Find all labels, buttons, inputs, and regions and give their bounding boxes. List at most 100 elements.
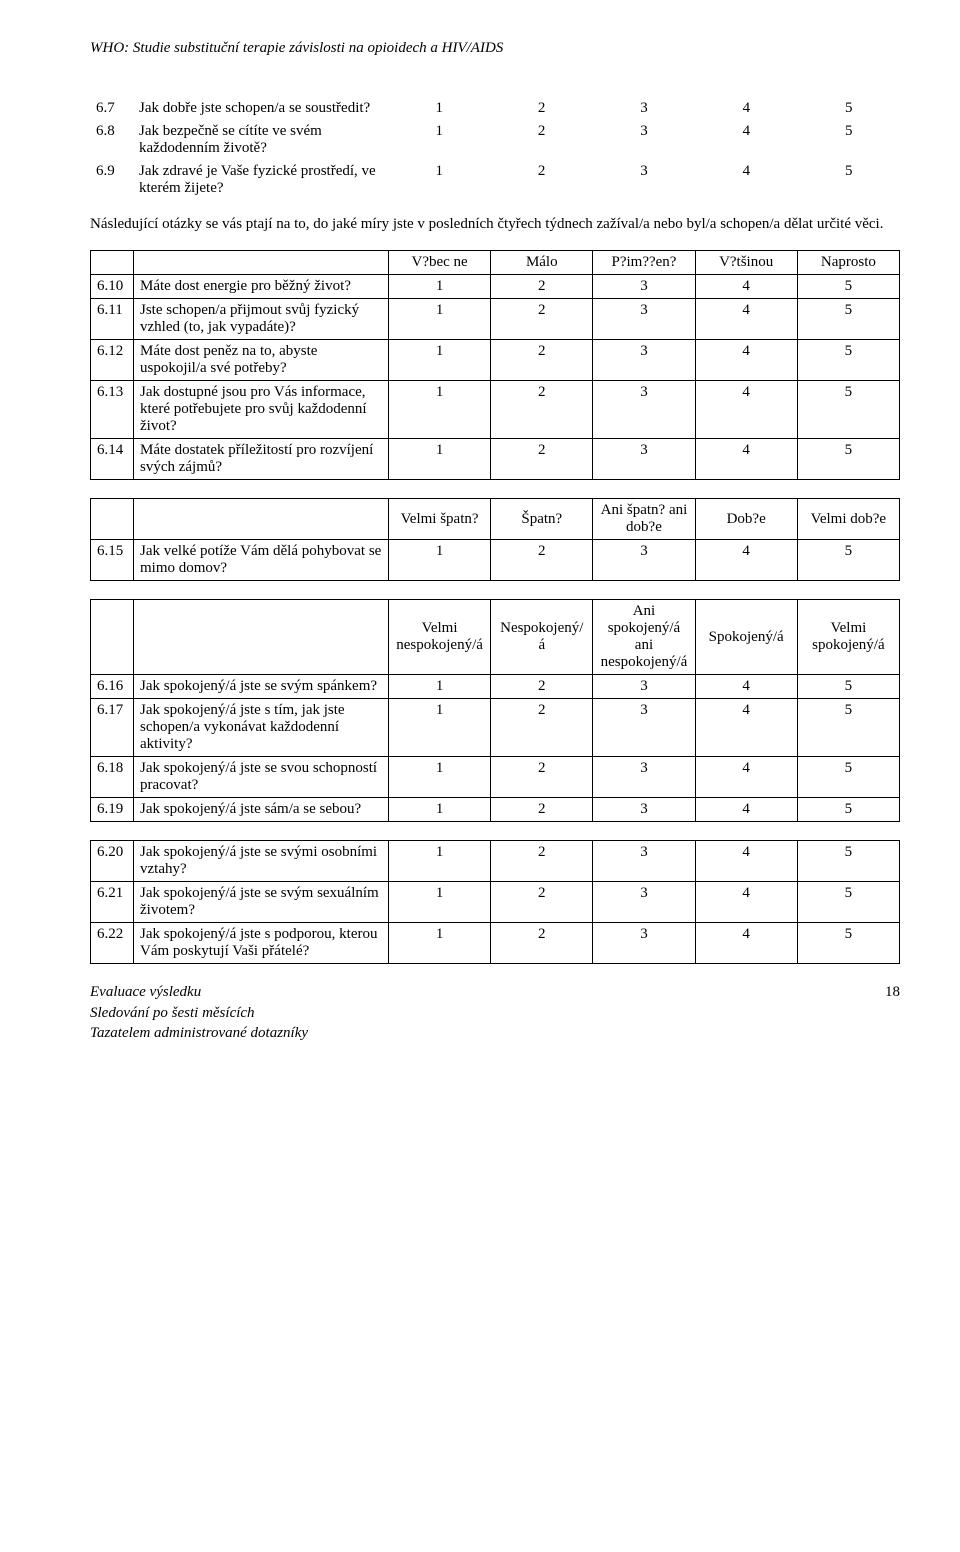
rating-cell: 1	[389, 675, 491, 699]
question-text: Jak spokojený/á jste se svou schopností …	[134, 757, 389, 798]
table-row: 6.11Jste schopen/a přijmout svůj fyzický…	[91, 299, 900, 340]
table-6-20-to-6-22: 6.20Jak spokojený/á jste se svými osobní…	[90, 840, 900, 964]
rating-cell: 3	[593, 540, 695, 581]
rating-cell: 4	[695, 923, 797, 964]
question-number: 6.22	[91, 923, 134, 964]
question-text: Jste schopen/a přijmout svůj fyzický vzh…	[134, 299, 389, 340]
rating-cell: 5	[797, 675, 899, 699]
question-number: 6.16	[91, 675, 134, 699]
question-number: 6.19	[91, 798, 134, 822]
table-row: 6.8Jak bezpečně se cítíte ve svém každod…	[90, 120, 900, 160]
rating-cell: 2	[491, 923, 593, 964]
rating-cell: 1	[389, 699, 491, 757]
question-text: Jak dostupné jsou pro Vás informace, kte…	[134, 381, 389, 439]
rating-cell: 5	[797, 798, 899, 822]
question-text: Máte dost energie pro běžný život?	[134, 275, 389, 299]
rating-cell: 2	[490, 160, 592, 200]
page-number: 18	[885, 982, 900, 1002]
col-header: Málo	[491, 251, 593, 275]
col-header: Velmi špatn?	[389, 499, 491, 540]
rating-cell: 5	[798, 160, 900, 200]
table-row: 6.15Jak velké potíže Vám dělá pohybovat …	[91, 540, 900, 581]
question-text: Jak spokojený/á jste se svým spánkem?	[134, 675, 389, 699]
rating-cell: 2	[491, 439, 593, 480]
col-header: Spokojený/á	[695, 600, 797, 675]
rating-cell: 3	[593, 699, 695, 757]
footer-line: Tazatelem administrované dotazníky	[90, 1025, 308, 1041]
col-header: Naprosto	[797, 251, 899, 275]
table-row: Velmi špatn? Špatn? Ani špatn? ani dob?e…	[91, 499, 900, 540]
rating-cell: 4	[695, 699, 797, 757]
rating-cell: 4	[695, 798, 797, 822]
rating-cell: 2	[491, 381, 593, 439]
table-row: 6.10Máte dost energie pro běžný život?12…	[91, 275, 900, 299]
paragraph-intro: Následující otázky se vás ptají na to, d…	[90, 214, 900, 234]
rating-cell: 1	[389, 340, 491, 381]
rating-cell: 4	[695, 97, 797, 120]
rating-cell: 1	[389, 798, 491, 822]
page-footer: 18 Evaluace výsledku Sledování po šesti …	[90, 982, 900, 1043]
col-header: Ani spokojený/á ani nespokojený/á	[593, 600, 695, 675]
rating-cell: 5	[797, 841, 899, 882]
rating-cell: 5	[797, 540, 899, 581]
question-number: 6.9	[90, 160, 133, 200]
rating-cell: 5	[798, 120, 900, 160]
rating-cell: 3	[593, 381, 695, 439]
question-number: 6.18	[91, 757, 134, 798]
rating-cell: 1	[389, 540, 491, 581]
rating-cell: 1	[389, 882, 491, 923]
rating-cell: 2	[491, 675, 593, 699]
col-header: V?tšinou	[695, 251, 797, 275]
rating-cell: 5	[797, 340, 899, 381]
question-number: 6.17	[91, 699, 134, 757]
rating-cell: 3	[593, 160, 695, 200]
rating-cell: 3	[593, 275, 695, 299]
rating-cell: 2	[490, 97, 592, 120]
rating-cell: 4	[695, 540, 797, 581]
rating-cell: 1	[388, 160, 490, 200]
col-header: Velmi dob?e	[797, 499, 899, 540]
rating-cell: 3	[593, 798, 695, 822]
table-row: 6.19Jak spokojený/á jste sám/a se sebou?…	[91, 798, 900, 822]
col-header: Nespokojený/á	[491, 600, 593, 675]
question-text: Jak zdravé je Vaše fyzické prostředí, ve…	[133, 160, 388, 200]
rating-cell: 2	[491, 540, 593, 581]
rating-cell: 3	[593, 923, 695, 964]
rating-cell: 4	[695, 882, 797, 923]
col-header: P?im??en?	[593, 251, 695, 275]
question-text: Jak spokojený/á jste s podporou, kterou …	[134, 923, 389, 964]
table-row: V?bec ne Málo P?im??en? V?tšinou Naprost…	[91, 251, 900, 275]
col-header: Velmi spokojený/á	[797, 600, 899, 675]
rating-cell: 2	[491, 275, 593, 299]
rating-cell: 4	[695, 299, 797, 340]
question-number: 6.21	[91, 882, 134, 923]
table-6-7-to-6-9: 6.7Jak dobře jste schopen/a se soustředi…	[90, 97, 900, 200]
rating-cell: 4	[695, 675, 797, 699]
rating-cell: 1	[389, 299, 491, 340]
footer-line: Sledování po šesti měsících	[90, 1005, 255, 1021]
rating-cell: 3	[593, 841, 695, 882]
question-text: Máte dost peněz na to, abyste uspokojil/…	[134, 340, 389, 381]
rating-cell: 1	[389, 381, 491, 439]
col-header: Špatn?	[491, 499, 593, 540]
question-number: 6.20	[91, 841, 134, 882]
table-row: 6.17Jak spokojený/á jste s tím, jak jste…	[91, 699, 900, 757]
table-row: 6.18Jak spokojený/á jste se svou schopno…	[91, 757, 900, 798]
col-header: Dob?e	[695, 499, 797, 540]
rating-cell: 1	[389, 841, 491, 882]
question-text: Jak spokojený/á jste se svým sexuálním ž…	[134, 882, 389, 923]
question-text: Jak velké potíže Vám dělá pohybovat se m…	[134, 540, 389, 581]
rating-cell: 4	[695, 757, 797, 798]
rating-cell: 2	[491, 798, 593, 822]
rating-cell: 4	[695, 275, 797, 299]
rating-cell: 4	[695, 381, 797, 439]
table-row: 6.7Jak dobře jste schopen/a se soustředi…	[90, 97, 900, 120]
question-number: 6.13	[91, 381, 134, 439]
rating-cell: 2	[491, 882, 593, 923]
col-header: Ani špatn? ani dob?e	[593, 499, 695, 540]
question-number: 6.8	[90, 120, 133, 160]
rating-cell: 1	[389, 923, 491, 964]
rating-cell: 5	[797, 882, 899, 923]
table-6-16-to-6-19: Velmi nespokojený/á Nespokojený/á Ani sp…	[90, 599, 900, 822]
table-row: 6.13Jak dostupné jsou pro Vás informace,…	[91, 381, 900, 439]
